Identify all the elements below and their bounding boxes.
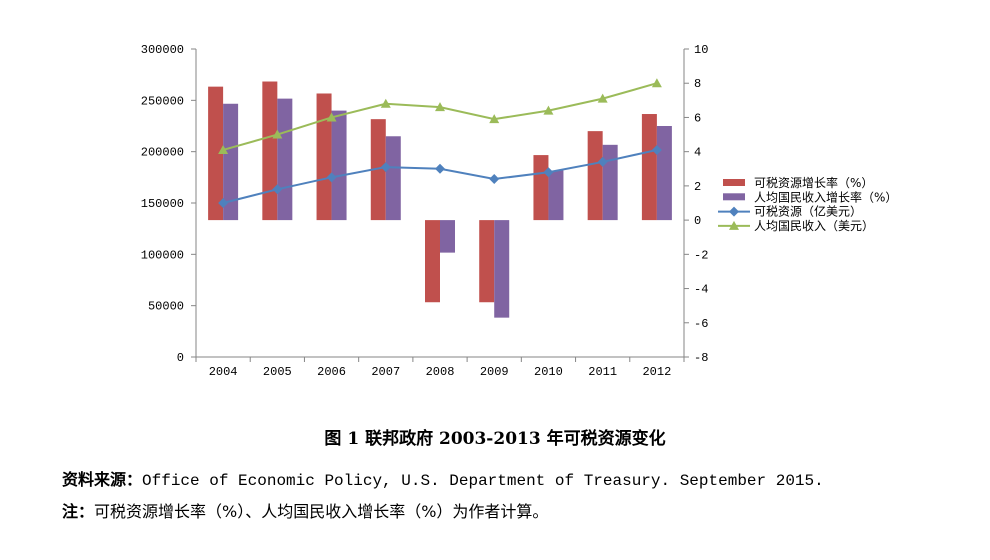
line-point <box>489 114 500 124</box>
line-point <box>380 98 391 108</box>
right-tick-label: -8 <box>694 351 708 365</box>
bar <box>316 93 332 221</box>
x-tick-label: 2008 <box>426 365 455 379</box>
left-tick-label: 150000 <box>141 197 184 211</box>
left-tick-label: 250000 <box>141 94 184 108</box>
bar <box>277 98 293 221</box>
line-point <box>651 78 662 88</box>
bar <box>223 103 239 221</box>
legend-marker <box>729 206 739 217</box>
legend-label: 人均国民收入增长率（%） <box>754 189 897 204</box>
bar <box>370 119 386 221</box>
source-label: 资料来源： <box>62 470 143 489</box>
right-tick-label: -6 <box>694 317 708 331</box>
x-tick-label: 2010 <box>534 365 563 379</box>
bar <box>440 220 455 253</box>
figure-caption: 图 1 联邦政府 2003-2013 年可税资源变化 <box>324 429 666 449</box>
x-tick-label: 2012 <box>642 365 671 379</box>
chart-legend: 可税资源增长率（%）人均国民收入增长率（%）可税资源（亿美元）人均国民收入（美元… <box>718 175 897 233</box>
right-tick-label: 2 <box>694 180 701 194</box>
right-tick-label: -4 <box>694 283 708 297</box>
left-tick-label: 50000 <box>148 300 184 314</box>
right-tick-label: 4 <box>694 146 701 160</box>
x-tick-label: 2009 <box>480 365 509 379</box>
legend-label: 可税资源（亿美元） <box>754 204 862 219</box>
line-point <box>380 162 391 173</box>
left-tick-label: 200000 <box>141 146 184 160</box>
bar <box>548 170 564 221</box>
bar <box>385 136 401 221</box>
line-point <box>272 129 283 139</box>
bar <box>208 86 224 221</box>
legend-label: 可税资源增长率（%） <box>754 175 873 190</box>
note-label: 注： <box>62 502 95 521</box>
source-line: 资料来源：Office of Economic Policy, U.S. Dep… <box>62 466 824 490</box>
line-point <box>326 172 337 183</box>
legend-marker <box>729 220 739 230</box>
line-point <box>435 102 445 112</box>
line-point <box>543 105 554 115</box>
right-tick-label: 0 <box>694 214 701 228</box>
chart-ticks: 2004 2005 2006 2007 2008 2009 2010 2011 20120500… <box>141 43 709 379</box>
source-text: Office of Economic Policy, U.S. Departme… <box>142 472 824 490</box>
line-point <box>435 163 445 174</box>
right-tick-label: -2 <box>694 248 708 262</box>
legend-swatch <box>723 193 745 201</box>
chart-lines <box>218 78 662 208</box>
right-tick-label: 10 <box>694 43 708 57</box>
chart-bars <box>208 81 672 318</box>
x-tick-label: 2006 <box>317 365 346 379</box>
chart: 2004 2005 2006 2007 2008 2009 2010 2011 20120500… <box>141 43 898 379</box>
line-point <box>489 174 500 185</box>
note-text: 可税资源增长率（%）、人均国民收入增长率（%）为作者计算。 <box>94 502 549 521</box>
bar <box>425 220 440 303</box>
legend-label: 人均国民收入（美元） <box>754 219 874 233</box>
line-point <box>651 144 662 155</box>
bar <box>587 131 603 221</box>
right-tick-label: 8 <box>694 77 701 91</box>
left-tick-label: 0 <box>177 351 184 365</box>
x-tick-label: 2011 <box>588 365 617 379</box>
bar <box>533 155 549 221</box>
line-point <box>597 156 608 167</box>
chart-frame <box>191 48 689 362</box>
line-point <box>218 198 229 208</box>
line-point <box>272 184 283 195</box>
bar <box>479 220 495 303</box>
bar <box>331 110 347 221</box>
left-tick-label: 300000 <box>141 43 184 57</box>
line-point <box>218 144 229 154</box>
bar <box>641 114 657 221</box>
x-tick-label: 2005 <box>263 365 292 379</box>
bar <box>262 81 278 221</box>
line-point <box>543 167 554 178</box>
note-line: 注：可税资源增长率（%）、人均国民收入增长率（%）为作者计算。 <box>62 498 548 522</box>
left-tick-label: 100000 <box>141 248 184 262</box>
bar <box>602 144 618 221</box>
line-point <box>597 93 608 103</box>
bar <box>656 126 672 221</box>
x-tick-label: 2004 <box>209 365 238 379</box>
bar <box>494 220 510 318</box>
legend-swatch <box>723 179 745 186</box>
line-point <box>326 112 337 122</box>
x-tick-label: 2007 <box>371 365 400 379</box>
right-tick-label: 6 <box>694 111 701 125</box>
